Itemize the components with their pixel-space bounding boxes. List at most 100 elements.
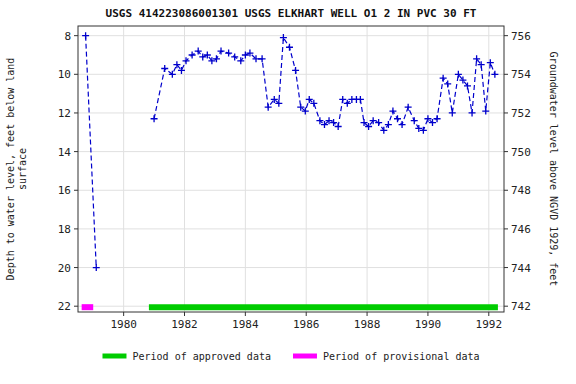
marker [491, 71, 498, 78]
marker [380, 127, 387, 134]
marker [478, 61, 485, 68]
marker [218, 48, 225, 55]
marker [330, 119, 337, 126]
tick-y2 [504, 306, 508, 307]
marker [246, 50, 253, 57]
tick-label-y: 8 [64, 30, 71, 43]
tick-y2 [504, 74, 508, 75]
tick-x [184, 312, 185, 316]
marker [344, 100, 351, 107]
marker [375, 119, 382, 126]
marker [93, 264, 100, 271]
grid [78, 26, 504, 312]
tick-y2 [504, 151, 508, 152]
legend-label: Period of provisional data [323, 351, 480, 362]
grid-line-y [78, 74, 504, 75]
marker [225, 50, 232, 57]
tick-label-y: 22 [58, 300, 71, 313]
grid-line-y [78, 151, 504, 152]
legend-swatch [293, 354, 317, 359]
tick-y [74, 151, 78, 152]
grid-line-y [78, 190, 504, 191]
tick-label-y2: 748 [511, 184, 531, 197]
grid-line-y [78, 35, 504, 36]
marker [265, 104, 272, 111]
marker [297, 104, 304, 111]
tick-label-y2: 746 [511, 223, 531, 236]
marker [259, 55, 266, 62]
tick-y [74, 74, 78, 75]
background [0, 0, 576, 384]
tick-label-x: 1986 [293, 318, 320, 331]
grid-line-y [78, 267, 504, 268]
series-line [86, 36, 97, 268]
tick-label-y: 18 [58, 223, 71, 236]
legend: Period of approved dataPeriod of provisi… [102, 351, 479, 362]
y2-axis-label: Groundwater level above NGVD 1929, feet [548, 52, 559, 287]
grid-line-x [367, 26, 368, 312]
tick-label-y: 10 [58, 68, 71, 81]
marker [204, 51, 211, 58]
grid-line-x [123, 26, 124, 312]
tick-y [74, 306, 78, 307]
tick-label-x: 1980 [110, 318, 137, 331]
tick-x [123, 312, 124, 316]
tick-y2 [504, 228, 508, 229]
tick-label-y: 20 [58, 262, 71, 275]
marker [292, 67, 299, 74]
tick-x [367, 312, 368, 316]
marker [440, 75, 447, 82]
tick-x [427, 312, 428, 316]
marker [399, 121, 406, 128]
marker [286, 44, 293, 51]
marker [280, 34, 287, 41]
tick-label-x: 1992 [476, 318, 503, 331]
marker [405, 104, 412, 111]
grid-line-x [488, 26, 489, 312]
tick-y [74, 190, 78, 191]
tick-label-y2: 754 [511, 68, 531, 81]
marker [161, 65, 168, 72]
tick-x [245, 312, 246, 316]
tick-label-y: 16 [58, 184, 71, 197]
marker [310, 100, 317, 107]
tick-y2 [504, 190, 508, 191]
marker [429, 119, 436, 126]
marker [237, 57, 244, 64]
marker [434, 115, 441, 122]
marker [169, 71, 176, 78]
tick-label-y: 12 [58, 107, 71, 120]
marker [487, 59, 494, 66]
marker [424, 115, 431, 122]
period-span [149, 304, 498, 310]
marker [321, 121, 328, 128]
marker [275, 100, 282, 107]
marker [173, 61, 180, 68]
grid-line-x [245, 26, 246, 312]
grid-line-x [184, 26, 185, 312]
tick-label-x: 1982 [171, 318, 198, 331]
marker [459, 77, 466, 84]
marker [189, 51, 196, 58]
marker [394, 115, 401, 122]
marker [335, 123, 342, 130]
period-span [82, 304, 94, 310]
title: USGS 414223086001301 USGS ELKHART WELL O… [106, 7, 477, 20]
marker [473, 55, 480, 62]
marker [316, 117, 323, 124]
tick-label-y2: 752 [511, 107, 531, 120]
tick-y2 [504, 267, 508, 268]
tick-y [74, 228, 78, 229]
grid-line-y [78, 306, 504, 307]
marker [231, 53, 238, 60]
tick-label-x: 1984 [232, 318, 259, 331]
y-axis-label-line: surface [17, 148, 28, 190]
tick-x [306, 312, 307, 316]
grid-line-y [78, 228, 504, 229]
tick-y2 [504, 112, 508, 113]
marker [385, 121, 392, 128]
marker [271, 96, 278, 103]
tick-label-y: 14 [58, 146, 72, 159]
tick-y [74, 112, 78, 113]
marker [151, 115, 158, 122]
